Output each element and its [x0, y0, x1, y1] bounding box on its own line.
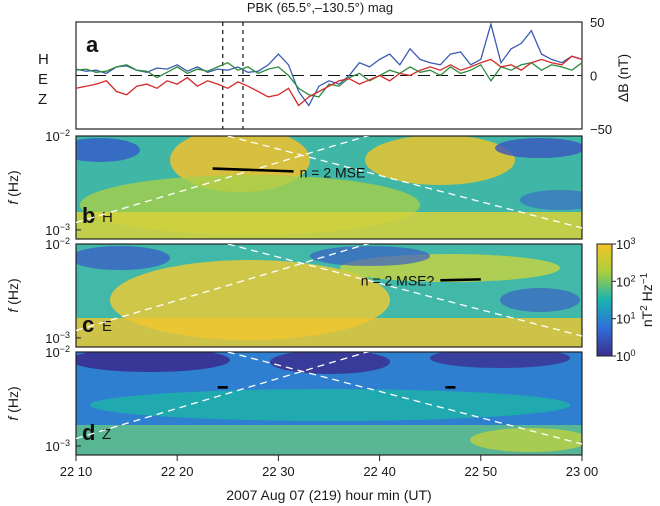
panel-d-frame: [75, 351, 583, 456]
b-blob-6: [520, 190, 582, 210]
b-blob-2: [365, 136, 515, 185]
x-axis: 22 10 22 20 22 30 22 40 22 50 23 00: [60, 455, 599, 479]
panel-d-spectrogram-z: d Z: [75, 351, 583, 456]
x-tick-label: 22 10: [60, 464, 93, 479]
d-blob-5: [470, 428, 582, 452]
c-blob-4: [310, 246, 430, 266]
panel-c-letter: c: [82, 312, 94, 337]
frequency-axes: 10−210−3f (Hz)10−210−3f (Hz)10−210−3f (H…: [5, 128, 81, 454]
mse-annotation-label: n = 2 MSE?: [361, 272, 435, 288]
boundary-curve-right: [227, 352, 582, 445]
panel-a-magnetometer: a H E Z 50 0 −50 ΔB (nT): [38, 15, 631, 137]
panel-c-frame: [75, 243, 583, 348]
freq-axis-label: f (Hz): [5, 278, 21, 312]
series-line-e: [75, 61, 583, 98]
colorbar: 103 102 101 100 nT2 Hz−1: [596, 236, 656, 364]
panel-a-ytick-label-1: 0: [590, 69, 597, 84]
panel-b-overlay: [76, 136, 582, 229]
boundary-curve-left: [76, 352, 370, 440]
legend-e-label: E: [38, 71, 48, 88]
panel-a-series-group: [75, 21, 583, 129]
x-tick-label: 22 20: [161, 464, 194, 479]
panel-a-ytick-label-2: −50: [590, 122, 612, 137]
panel-d-overlay: [76, 352, 582, 445]
x-tick-label: 22 40: [363, 464, 396, 479]
freq-tick-label: 10−2: [45, 128, 70, 144]
panel-a-y-ticks: 50 0 −50: [577, 15, 612, 137]
b-band-low: [76, 212, 582, 239]
colorbar-ticks: 103 102 101 100: [612, 236, 635, 364]
legend-h-label: H: [38, 51, 49, 68]
freq-tick-label: 10−2: [45, 236, 70, 252]
panel-b-heatmap: [76, 136, 582, 239]
panel-c-overlay: [76, 244, 582, 337]
panel-a-ytick-label-0: 50: [590, 15, 604, 30]
panel-d-component: Z: [102, 426, 111, 443]
spectrogram-overlays: n = 2 MSE n = 2 MSE?: [76, 136, 582, 445]
panel-a-ylabel: ΔB (nT): [615, 54, 631, 102]
x-tick-label: 22 30: [262, 464, 295, 479]
d-blob-1: [76, 352, 230, 372]
boundary-curve-left: [76, 136, 370, 224]
d-blob-3: [430, 352, 570, 368]
freq-tick-label: 10−2: [45, 344, 70, 360]
colorbar-gradient: [596, 243, 613, 357]
mse-annotation-label: n = 2 MSE: [300, 164, 366, 180]
freq-axis-label: f (Hz): [5, 170, 21, 204]
boundary-curve-right: [227, 136, 582, 229]
figure-title: PBK (65.5°,–130.5°) mag: [247, 0, 393, 15]
freq-axis-label: f (Hz): [5, 386, 21, 420]
d-blob-2: [270, 352, 390, 374]
panel-b-letter: b: [82, 203, 95, 228]
boundary-curve-right: [227, 244, 582, 337]
legend-z-label: Z: [38, 91, 47, 108]
b-blob-4: [76, 138, 140, 162]
panel-a-letter: a: [86, 32, 99, 57]
freq-tick-label: 10−3: [45, 438, 70, 454]
panel-c-spectrogram-e: c E: [75, 243, 583, 348]
panel-b-spectrogram-h: b H: [75, 135, 583, 240]
colorbar-tick-label: 100: [616, 348, 635, 364]
panel-d-letter: d: [82, 420, 95, 445]
b-blob-5: [495, 138, 582, 158]
boundary-curve-left: [76, 244, 370, 332]
x-tick-label: 22 50: [465, 464, 498, 479]
colorbar-tick-label: 103: [616, 236, 635, 252]
colorbar-label: nT2 Hz−1: [639, 272, 656, 327]
colorbar-tick-label: 102: [616, 273, 635, 289]
c-blob-3: [76, 246, 170, 270]
d-blob-4: [90, 389, 570, 421]
panel-b-frame: [75, 135, 583, 240]
panel-d-heatmap: [76, 352, 582, 455]
c-blob-5: [500, 288, 580, 312]
panel-c-heatmap: [76, 244, 582, 347]
x-tick-label: 23 00: [566, 464, 599, 479]
series-line-h: [75, 21, 583, 107]
c-band-low: [76, 318, 582, 347]
series-line-z: [75, 55, 583, 107]
panel-c-component: E: [102, 318, 112, 335]
mse-segment-0: [440, 278, 481, 282]
x-axis-label: 2007 Aug 07 (219) hour min (UT): [226, 487, 431, 503]
colorbar-tick-label: 101: [616, 311, 635, 327]
mse-segment-0: [212, 167, 294, 173]
panel-b-component: H: [102, 209, 113, 226]
